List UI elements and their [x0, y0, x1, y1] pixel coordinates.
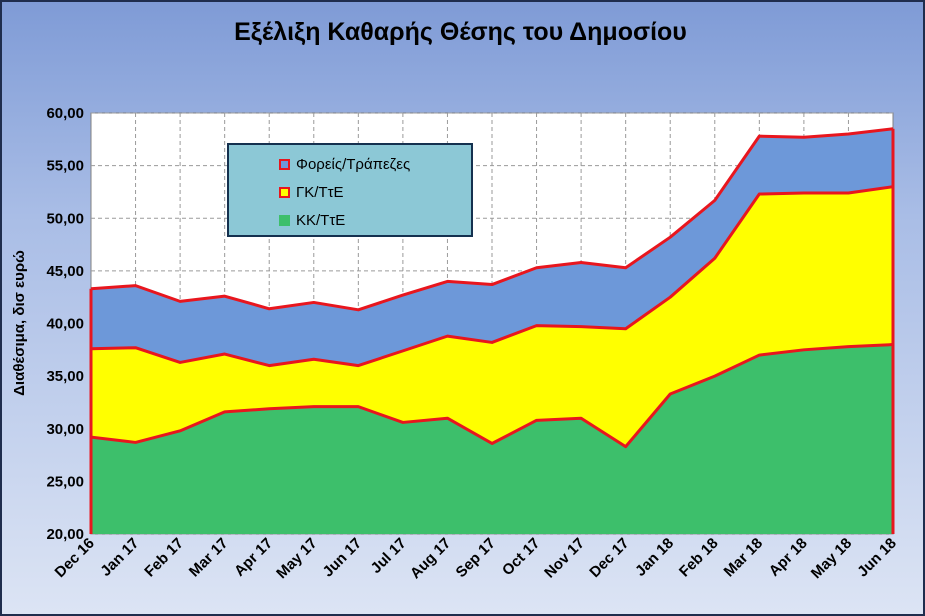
x-tick-label: Mar 17	[186, 535, 232, 581]
area-layers	[91, 128, 893, 535]
y-tick-label: 40,00	[46, 316, 84, 333]
legend-swatch	[279, 214, 290, 226]
y-tick-label: 50,00	[46, 210, 84, 227]
x-tick-label: Nov 17	[541, 535, 588, 582]
x-tick-label: May 18	[808, 535, 855, 582]
legend-item: Φορείς/Τράπεζες	[279, 155, 410, 173]
y-tick-label: 45,00	[46, 263, 84, 280]
series-line-0	[90, 343, 894, 449]
legend-item: ΚΚ/ΤτΕ	[279, 211, 345, 229]
series-line-1	[90, 185, 894, 368]
x-tick-label: Sep 17	[453, 535, 499, 581]
legend-item: ΓΚ/ΤτΕ	[279, 183, 344, 201]
area-series-0	[91, 344, 893, 534]
y-axis-ticks: 20,00 25,00 30,00 35,00 40,00 45,00 50,00 55,00…	[46, 105, 84, 543]
legend-label: ΚΚ/ΤτΕ	[296, 211, 346, 229]
legend: Φορείς/Τράπεζες ΓΚ/ΤτΕ ΚΚ/ΤτΕ	[227, 143, 473, 237]
series-line-2	[90, 127, 894, 312]
x-tick-label: Jan 18	[632, 535, 677, 580]
x-tick-label: Feb 17	[141, 535, 187, 581]
x-tick-label: Mar 18	[721, 535, 767, 581]
y-tick-label: 20,00	[46, 526, 84, 543]
y-tick-label: 60,00	[46, 105, 84, 122]
x-tick-label: Jan 17	[97, 535, 142, 580]
y-axis-label: Διαθέσιμα, δισ ευρώ	[11, 250, 28, 396]
y-tick-label: 55,00	[46, 158, 84, 175]
x-tick-label: Jun 18	[854, 535, 900, 581]
legend-label: ΓΚ/ΤτΕ	[296, 183, 344, 201]
edge-lines	[89, 127, 895, 534]
x-tick-label: Jun 17	[320, 535, 366, 581]
legend-swatch	[279, 186, 290, 198]
x-tick-label: Dec 17	[586, 535, 632, 581]
x-tick-label: Feb 18	[676, 535, 722, 581]
y-tick-label: 30,00	[46, 421, 84, 438]
x-tick-label: Jul 17	[368, 535, 410, 577]
x-tick-label: Apr 17	[231, 535, 276, 580]
y-tick-label: 35,00	[46, 368, 84, 385]
x-tick-label: Aug 17	[407, 535, 454, 582]
x-tick-label: Apr 18	[766, 535, 811, 580]
legend-swatch	[279, 158, 290, 170]
x-tick-label: Oct 17	[499, 535, 543, 579]
chart-title: Εξέλιξη Καθαρής Θέσης του Δημοσίου	[234, 18, 687, 46]
legend-label: Φορείς/Τράπεζες	[296, 155, 411, 173]
x-tick-label: May 17	[273, 535, 320, 582]
y-tick-label: 25,00	[46, 473, 84, 490]
